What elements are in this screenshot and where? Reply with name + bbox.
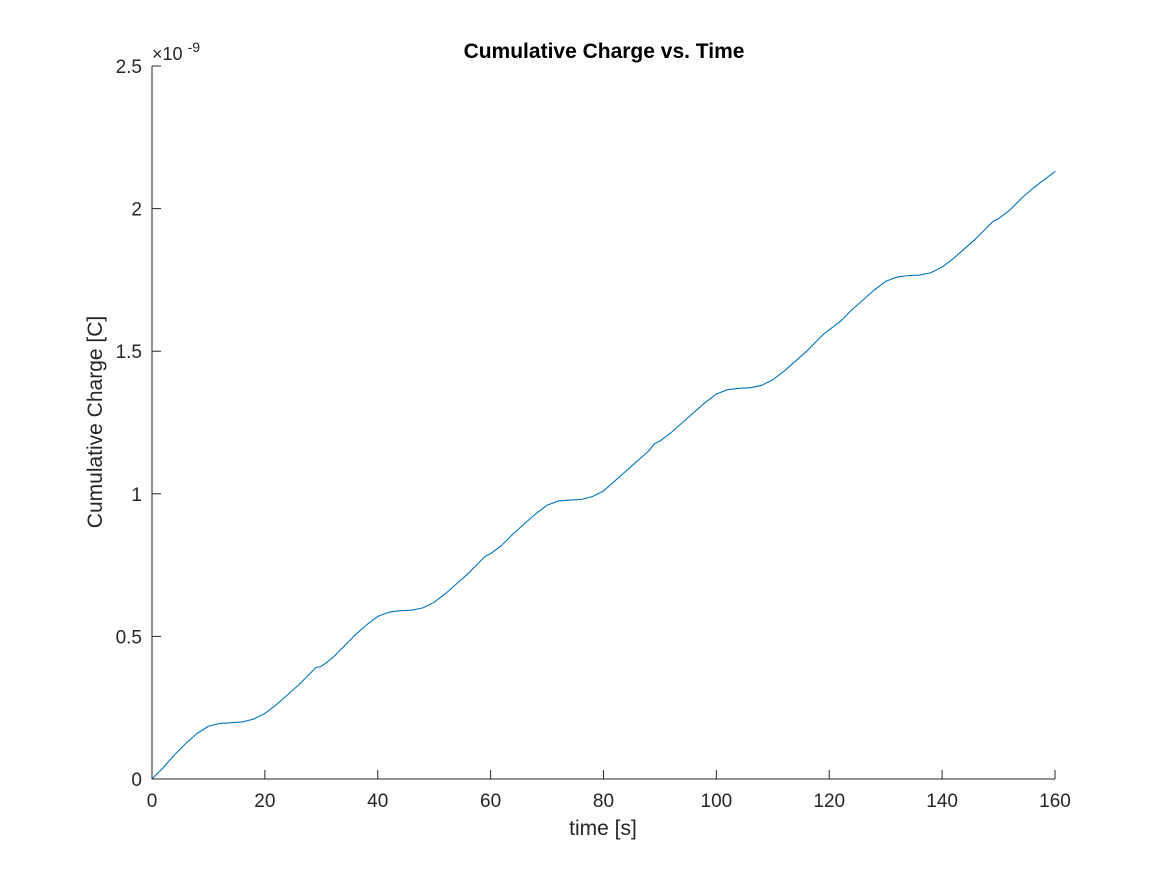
y-tick-label: 2 (131, 200, 142, 221)
x-axis-ticks: 0 20 40 60 80 100 120 140 160 (147, 770, 1071, 812)
x-tick-label: 120 (813, 791, 845, 812)
y-tick-label: 1 (131, 485, 142, 506)
y-tick-label: 0.5 (116, 627, 142, 648)
x-tick-label: 100 (701, 791, 733, 812)
x-tick-label: 40 (367, 791, 388, 812)
y-exponent-base: ×10 (152, 44, 183, 64)
chart-title: Cumulative Charge vs. Time (464, 40, 745, 63)
x-tick-label: 20 (254, 791, 275, 812)
y-tick-label: 0 (131, 770, 142, 791)
y-tick-label: 2.5 (116, 57, 142, 78)
series-line (151, 170, 1056, 780)
y-tick-label: 1.5 (116, 342, 142, 363)
x-tick-label: 80 (593, 791, 614, 812)
y-axis-exponent: ×10 -9 (152, 39, 200, 64)
x-tick-label: 0 (147, 791, 158, 812)
y-axis-label: Cumulative Charge [C] (84, 316, 107, 528)
x-axis-label: time [s] (569, 817, 637, 840)
y-exponent-power: -9 (188, 39, 201, 55)
y-axis-ticks: 0 0.5 1 1.5 2 2.5 (116, 57, 161, 791)
x-tick-label: 60 (480, 791, 501, 812)
x-tick-label: 160 (1039, 791, 1071, 812)
x-tick-label: 140 (926, 791, 958, 812)
